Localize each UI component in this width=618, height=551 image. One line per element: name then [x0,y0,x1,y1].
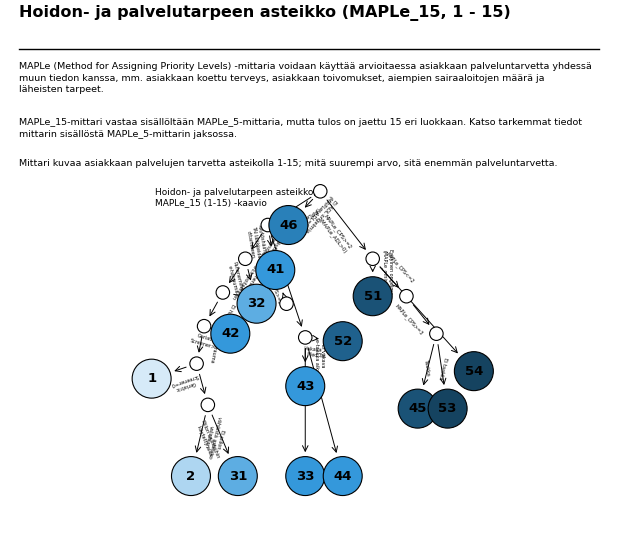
Circle shape [286,366,324,406]
Text: 31: 31 [229,469,247,483]
Text: 2: 2 [187,469,195,483]
Text: Ei ADL ongelmia
(MAPLe_ADL=0): Ei ADL ongelmia (MAPLe_ADL=0) [300,194,338,233]
Circle shape [239,252,252,266]
Circle shape [323,457,362,495]
Text: 46: 46 [279,219,298,231]
Circle shape [197,320,211,333]
Text: Taakka: Taakka [423,358,431,376]
Text: Ei vakava
e-taakka aika: Ei vakava e-taakka aika [314,339,325,372]
Text: Käytymis-
ongelmia: Käytymis- ongelmia [239,305,265,320]
Text: MAPLe_CPS>=2
(MAPLe_ADL>0): MAPLe_CPS>=2 (MAPLe_ADL>0) [318,213,353,254]
Circle shape [313,185,327,198]
Text: 43: 43 [296,380,315,393]
Circle shape [430,327,443,341]
Text: MAPLe (Method for Assigning Priority Levels) -mittaria voidaan käyttää arvioitae: MAPLe (Method for Assigning Priority Lev… [19,62,591,94]
Text: 44: 44 [334,469,352,483]
Text: Ei taakka: Ei taakka [437,357,447,380]
Text: Ei piilon
vähäistä asteikko
valintaan: Ei piilon vähäistä asteikko valintaan [201,415,228,460]
Text: Ei hairauma: Ei hairauma [216,302,235,331]
Text: 45: 45 [408,402,427,415]
Text: Paheneminen
e-hairauma: Paheneminen e-hairauma [226,261,245,296]
Circle shape [298,331,312,344]
Text: 33: 33 [296,469,315,483]
Circle shape [400,289,413,303]
Text: Hoidon- ja palvelutarpeen asteikko (MAPLe_15, 1 - 15): Hoidon- ja palvelutarpeen asteikko (MAPL… [19,6,510,21]
Text: 54: 54 [465,365,483,377]
Text: 41: 41 [266,263,284,277]
Text: Geriatric-
Screener>=1: Geriatric- Screener>=1 [190,332,225,352]
Circle shape [256,251,295,289]
Circle shape [190,357,203,370]
Circle shape [280,297,294,310]
Text: MAPLe_15-mittari vastaa sisällöltään MAPLe_5-mittaria, mutta tulos on jaettu 15 : MAPLe_15-mittari vastaa sisällöltään MAP… [19,118,582,139]
Circle shape [237,284,276,323]
Circle shape [366,252,379,266]
Circle shape [454,352,493,391]
Text: Erityinen ongelma
(MAPLe_omistaa): Erityinen ongelma (MAPLe_omistaa) [381,249,392,294]
Text: Hoidon- ja palvelutarpeen asteikko,
MAPLe_15 (1-15) -kaavio: Hoidon- ja palvelutarpeen asteikko, MAPL… [155,187,316,207]
Text: Ei käytöshäiriöitä
lterveysongelma: Ei käytöshäiriöitä lterveysongelma [252,229,285,271]
Text: 32: 32 [247,297,266,310]
Text: Paheneminen
e-chakoitaminen: Paheneminen e-chakoitaminen [230,263,262,304]
Circle shape [216,286,229,299]
Text: Käytöshäiriöitä
TAI lääkkeiden
ottamiseen: Käytöshäiriöitä TAI lääkkeiden ottamisee… [245,224,268,263]
Text: Piilon valintoihin
käytetty aika: Piilon valintoihin käytetty aika [195,419,220,461]
Circle shape [211,314,250,353]
Text: 52: 52 [334,334,352,348]
Circle shape [201,398,214,412]
Text: MAPLe_CPS<=1: MAPLe_CPS<=1 [282,207,321,234]
Text: 42: 42 [221,327,240,340]
Circle shape [428,389,467,428]
Text: Ei hairauma: Ei hairauma [209,333,219,363]
Circle shape [353,277,392,316]
Text: MAPLe_CPS>=3: MAPLe_CPS>=3 [393,303,424,336]
Circle shape [323,322,362,361]
Text: 53: 53 [438,402,457,415]
Text: MAPLe_CPS<=2: MAPLe_CPS<=2 [385,251,415,284]
Text: MAPLe_CPS>=2: MAPLe_CPS>=2 [264,266,282,305]
Text: 51: 51 [363,290,382,302]
Text: Vakava Tai
Med Tai: Vakava Tai Med Tai [303,346,329,359]
Circle shape [286,457,324,495]
Text: Geriatric
Screener=0: Geriatric Screener=0 [169,373,200,392]
Circle shape [261,218,274,232]
Circle shape [398,389,437,428]
Circle shape [132,359,171,398]
Circle shape [218,457,257,495]
Circle shape [269,206,308,245]
Text: Mittari kuvaa asiakkaan palvelujen tarvetta asteikolla 1-15; mitä suurempi arvo,: Mittari kuvaa asiakkaan palvelujen tarve… [19,159,557,168]
Text: 1: 1 [147,372,156,385]
Circle shape [171,457,211,495]
